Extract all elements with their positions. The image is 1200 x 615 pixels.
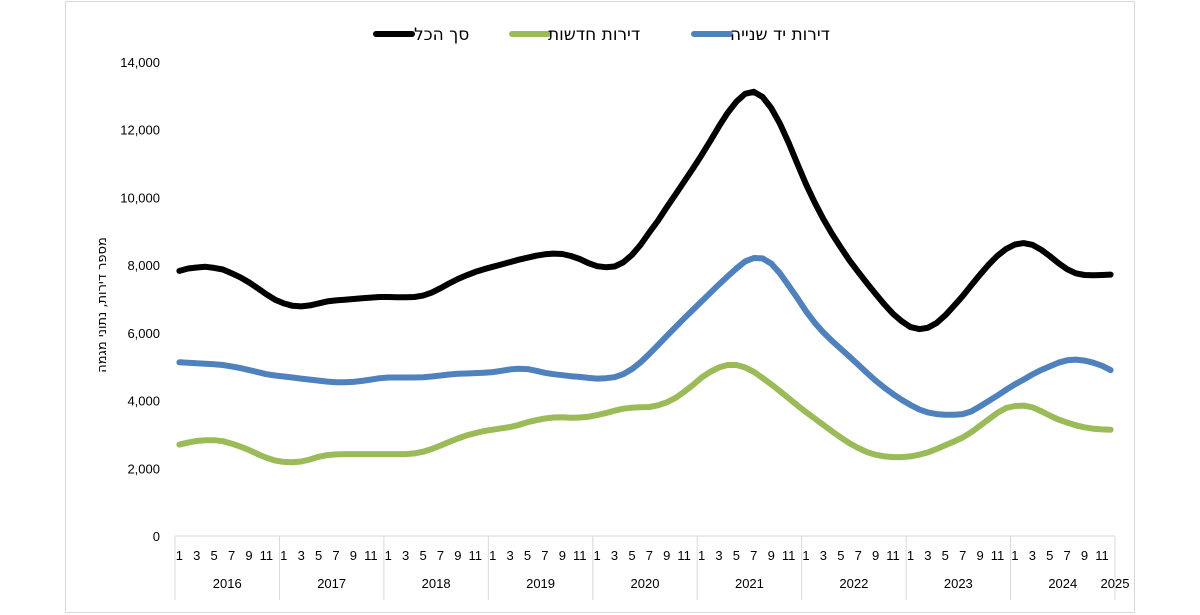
- legend-label-secondhand: דירות יד שנייה: [730, 25, 830, 45]
- x-month-label: 7: [959, 548, 966, 563]
- x-month-label: 3: [924, 548, 931, 563]
- legend-item-secondhand: דירות יד שנייה: [691, 25, 830, 45]
- series-line-1: [176, 362, 1114, 466]
- x-month-label: 7: [332, 548, 339, 563]
- x-year-label: 2024: [1048, 576, 1077, 591]
- x-month-label: 1: [802, 548, 809, 563]
- x-month-label: 5: [315, 548, 322, 563]
- x-month-label: 9: [872, 548, 879, 563]
- x-month-label: 5: [1046, 548, 1053, 563]
- x-month-label: 3: [1029, 548, 1036, 563]
- x-month-label: 3: [820, 548, 827, 563]
- series-line-2: [176, 255, 1114, 418]
- x-month-label: 1: [280, 548, 287, 563]
- x-year-label: 2023: [944, 576, 973, 591]
- x-year-label: 2019: [526, 576, 555, 591]
- x-month-label: 5: [628, 548, 635, 563]
- x-month-label: 11: [991, 548, 1005, 563]
- x-month-label: 11: [260, 548, 274, 563]
- x-month-label: 3: [715, 548, 722, 563]
- x-month-label: 5: [524, 548, 531, 563]
- legend-item-total: סך הכל: [373, 25, 469, 45]
- x-month-label: 11: [886, 548, 900, 563]
- x-month-label: 7: [646, 548, 653, 563]
- x-month-label: 1: [489, 548, 496, 563]
- chart-frame: [65, 1, 1135, 613]
- x-month-label: 3: [611, 548, 618, 563]
- y-tick-label: 12,000: [120, 123, 160, 138]
- x-month-label: 9: [976, 548, 983, 563]
- x-year-label: 2016: [213, 576, 242, 591]
- x-month-label: 5: [211, 548, 218, 563]
- x-year-label: 2022: [839, 576, 868, 591]
- x-month-label: 9: [768, 548, 775, 563]
- legend: סך הכל דירות חדשות דירות יד שנייה: [373, 25, 830, 45]
- legend-label-total: סך הכל: [414, 25, 469, 45]
- legend-label-new: דירות חדשות: [548, 25, 640, 45]
- x-month-label: 7: [541, 548, 548, 563]
- x-month-label: 1: [594, 548, 601, 563]
- x-month-label: 7: [228, 548, 235, 563]
- x-month-label: 1: [176, 548, 183, 563]
- x-month-label: 1: [1011, 548, 1018, 563]
- x-month-label: 3: [506, 548, 513, 563]
- x-month-label: 11: [677, 548, 691, 563]
- x-month-label: 3: [193, 548, 200, 563]
- y-tick-label: 8,000: [127, 258, 160, 273]
- x-month-label: 9: [559, 548, 566, 563]
- x-month-label: 9: [1081, 548, 1088, 563]
- series-layer: [176, 88, 1114, 466]
- series-line-0: [176, 88, 1114, 333]
- x-month-label: 7: [1064, 548, 1071, 563]
- x-month-label: 5: [733, 548, 740, 563]
- x-month-label: 9: [350, 548, 357, 563]
- x-month-label: 11: [469, 548, 483, 563]
- y-tick-label: 10,000: [120, 190, 160, 205]
- y-tick-label: 6,000: [127, 326, 160, 341]
- x-month-label: 1: [907, 548, 914, 563]
- y-axis-title: מספר דירות, נתוני מגמה: [95, 237, 110, 373]
- x-month-label: 9: [663, 548, 670, 563]
- x-month-label: 11: [782, 548, 796, 563]
- x-month-label: 11: [364, 548, 378, 563]
- x-year-label: 2018: [422, 576, 451, 591]
- x-month-label: 7: [750, 548, 757, 563]
- y-tick-label: 2,000: [127, 461, 160, 476]
- x-month-label: 5: [837, 548, 844, 563]
- x-year-label: 2020: [631, 576, 660, 591]
- x-month-label: 7: [855, 548, 862, 563]
- x-month-label: 5: [419, 548, 426, 563]
- x-month-label: 11: [1095, 548, 1109, 563]
- x-month-label: 3: [298, 548, 305, 563]
- legend-item-new: דירות חדשות: [509, 25, 640, 45]
- y-tick-label: 4,000: [127, 394, 160, 409]
- x-year-label: 2017: [317, 576, 346, 591]
- y-tick-label: 0: [153, 529, 160, 544]
- x-month-label: 7: [437, 548, 444, 563]
- y-axis: 0 2,000 4,000 6,000 8,000 10,000 12,000 14,000: [120, 55, 160, 544]
- x-month-label: 3: [402, 548, 409, 563]
- x-month-label: 11: [573, 548, 587, 563]
- x-month-label: 5: [942, 548, 949, 563]
- x-month-label: 9: [245, 548, 252, 563]
- x-month-label: 1: [385, 548, 392, 563]
- y-tick-label: 14,000: [120, 55, 160, 70]
- x-month-label: 9: [454, 548, 461, 563]
- x-month-label: 1: [698, 548, 705, 563]
- x-year-label: 2021: [735, 576, 764, 591]
